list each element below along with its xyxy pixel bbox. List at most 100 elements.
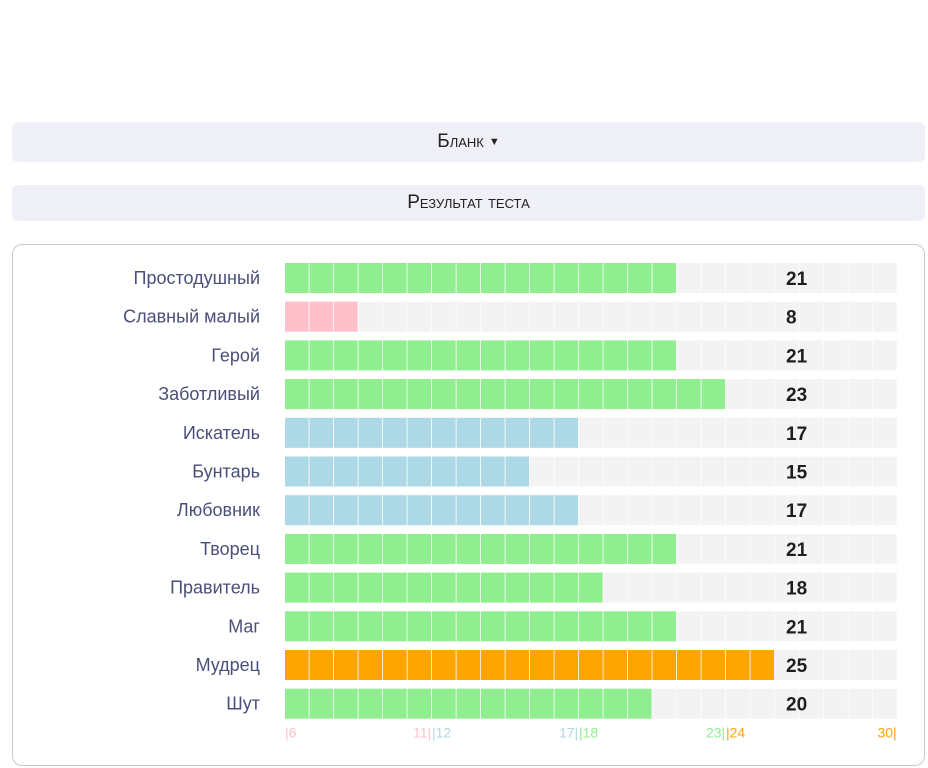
cell-divider <box>308 263 310 293</box>
cell-divider <box>847 572 849 603</box>
cell-divider <box>676 456 677 487</box>
cell-divider <box>798 533 800 564</box>
cell-divider <box>700 417 702 448</box>
scale-band-start-label: |18 <box>579 724 598 740</box>
score-value: 21 <box>786 617 808 638</box>
cell-divider <box>774 495 775 526</box>
cell-divider <box>333 340 334 371</box>
cell-divider <box>823 301 824 332</box>
score-value: 15 <box>786 463 808 484</box>
cell-divider <box>602 301 604 332</box>
cell-divider <box>774 456 775 487</box>
cell-divider <box>749 417 751 448</box>
cell-divider <box>725 340 726 371</box>
cell-divider <box>578 263 579 293</box>
cell-divider <box>529 495 530 526</box>
cell-divider <box>382 379 383 410</box>
cell-divider <box>798 301 800 332</box>
cell-divider <box>725 301 726 332</box>
cell-divider <box>749 379 751 410</box>
blank-dropdown-button[interactable]: Бланк ▼ <box>12 122 925 162</box>
cell-divider <box>308 688 310 719</box>
cell-divider <box>651 688 653 719</box>
cell-divider <box>627 495 628 526</box>
cell-divider <box>504 495 506 526</box>
cell-divider <box>676 417 677 448</box>
cell-divider <box>872 495 873 526</box>
cell-divider <box>431 495 432 526</box>
cell-divider <box>455 263 457 293</box>
cell-divider <box>382 340 383 371</box>
cell-divider <box>480 533 481 564</box>
cell-divider <box>357 301 359 332</box>
cell-divider <box>504 379 506 410</box>
cell-divider <box>676 611 677 642</box>
cell-divider <box>749 340 751 371</box>
cell-divider <box>823 533 824 564</box>
cell-divider <box>774 379 775 410</box>
cell-divider <box>627 263 628 293</box>
cell-divider <box>700 533 702 564</box>
score-bar <box>285 688 652 719</box>
cell-divider <box>406 340 408 371</box>
cell-divider <box>627 611 628 642</box>
cell-divider <box>382 533 383 564</box>
cell-divider <box>774 340 775 371</box>
caret-down-icon: ▼ <box>488 136 500 148</box>
cell-divider <box>798 379 800 410</box>
cell-divider <box>602 340 604 371</box>
cell-divider <box>823 611 824 642</box>
cell-divider <box>676 572 677 603</box>
cell-divider <box>504 456 506 487</box>
cell-divider <box>480 495 481 526</box>
cell-divider <box>529 650 530 680</box>
cell-divider <box>749 456 751 487</box>
cell-divider <box>308 301 310 332</box>
test-result-button[interactable]: Результат теста <box>12 185 925 221</box>
cell-divider <box>847 340 849 371</box>
cell-divider <box>749 572 751 603</box>
cell-divider <box>700 611 702 642</box>
cell-divider <box>431 379 432 410</box>
cell-divider <box>529 456 530 487</box>
cell-divider <box>676 650 677 680</box>
cell-divider <box>357 533 359 564</box>
cell-divider <box>798 611 800 642</box>
cell-divider <box>700 572 702 603</box>
cell-divider <box>529 301 530 332</box>
cell-divider <box>872 611 873 642</box>
cell-divider <box>308 495 310 526</box>
category-label: Простодушный <box>134 268 261 288</box>
scale-band-end-label: 30| <box>877 724 896 740</box>
cell-divider <box>700 495 702 526</box>
cell-divider <box>382 688 383 719</box>
cell-divider <box>823 572 824 603</box>
cell-divider <box>847 263 849 293</box>
category-label: Правитель <box>170 578 260 598</box>
category-label: Шут <box>226 694 260 714</box>
blank-label: Бланк <box>437 131 484 152</box>
cell-divider <box>725 533 726 564</box>
cell-divider <box>823 495 824 526</box>
cell-divider <box>651 263 653 293</box>
cell-divider <box>872 533 873 564</box>
cell-divider <box>823 688 824 719</box>
cell-divider <box>627 688 628 719</box>
cell-divider <box>455 533 457 564</box>
cell-divider <box>480 456 481 487</box>
cell-divider <box>529 263 530 293</box>
cell-divider <box>651 456 653 487</box>
cell-divider <box>406 688 408 719</box>
cell-divider <box>602 456 604 487</box>
cell-divider <box>578 572 579 603</box>
cell-divider <box>357 688 359 719</box>
cell-divider <box>382 301 383 332</box>
cell-divider <box>676 263 677 293</box>
cell-divider <box>480 379 481 410</box>
cell-divider <box>333 533 334 564</box>
cell-divider <box>553 533 555 564</box>
cell-divider <box>774 650 775 680</box>
cell-divider <box>798 456 800 487</box>
score-value: 8 <box>786 308 797 329</box>
cell-divider <box>333 379 334 410</box>
